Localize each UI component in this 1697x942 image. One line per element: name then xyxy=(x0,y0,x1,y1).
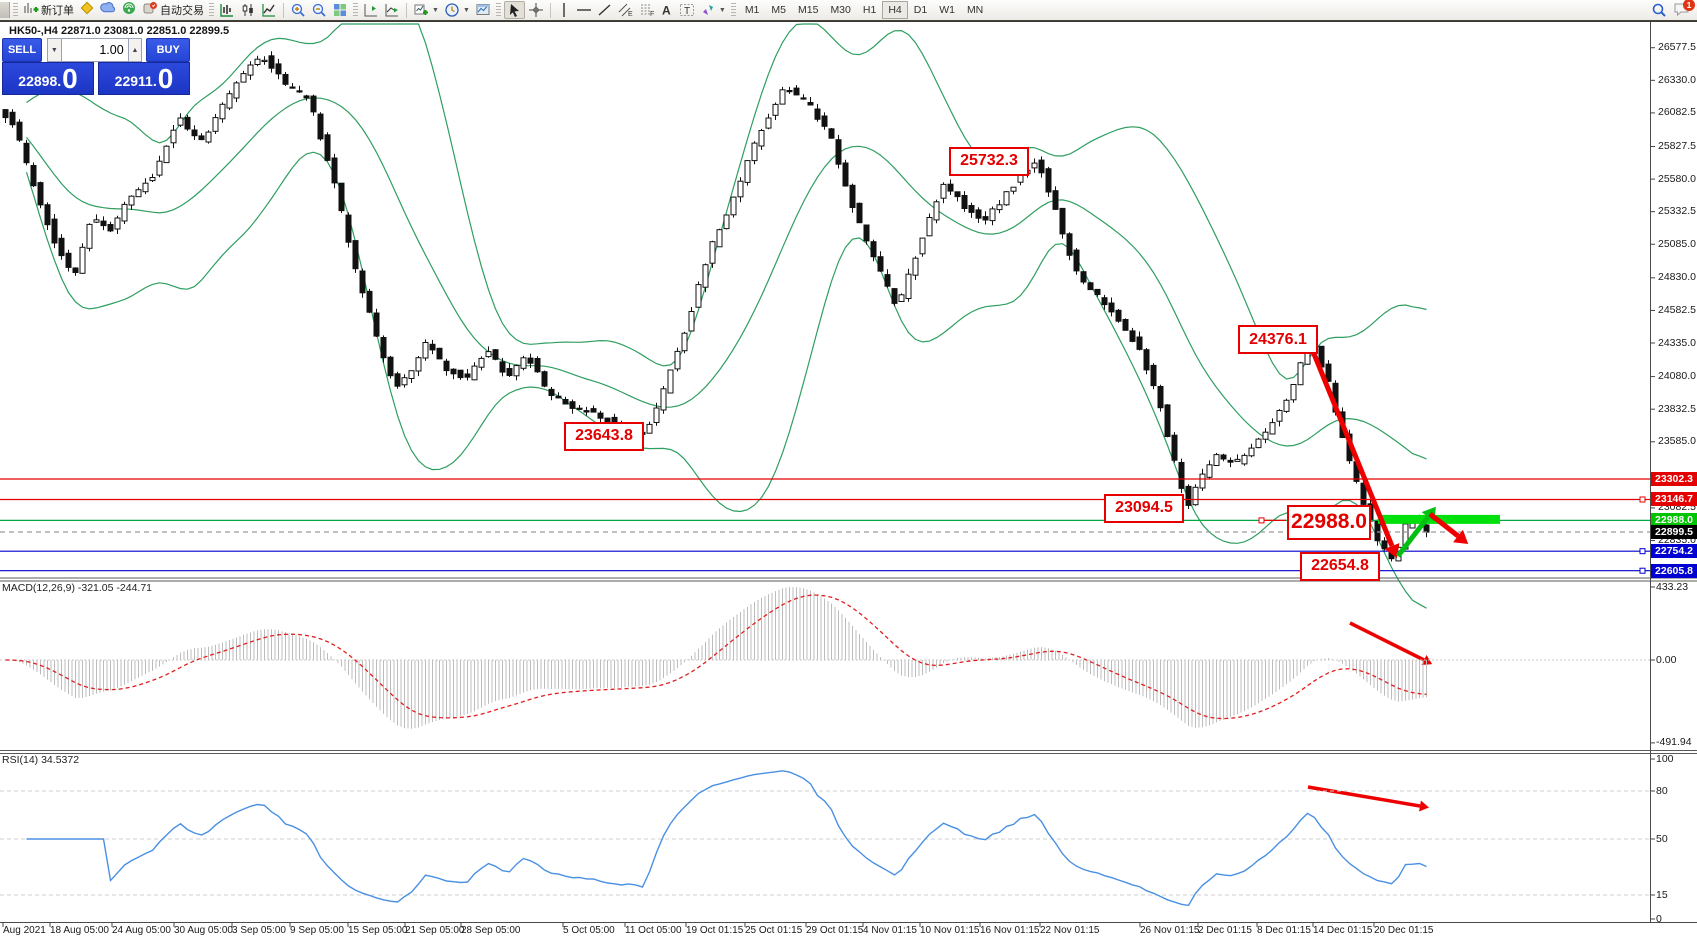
price-annotation-22654.8[interactable]: 22654.8 xyxy=(1300,551,1380,581)
price-annotation-25732.3[interactable]: 25732.3 xyxy=(949,146,1029,176)
pullback-down-arrow xyxy=(1428,512,1460,538)
timeframe-M5[interactable]: M5 xyxy=(771,4,786,16)
svg-text:E: E xyxy=(628,11,633,18)
text-label-tool[interactable]: T xyxy=(677,1,697,19)
svg-text:T: T xyxy=(684,6,690,17)
autotrading-label: 自动交易 xyxy=(160,5,204,17)
chart-title: HK50-,H4 22871.0 23081.0 22851.0 22899.5 xyxy=(9,25,230,37)
buy-button[interactable]: BUY xyxy=(146,38,190,62)
price-annotation-23643.8[interactable]: 23643.8 xyxy=(564,421,644,451)
sell-price: 22898. xyxy=(18,73,62,89)
price-annotation-23094.5[interactable]: 23094.5 xyxy=(1104,493,1184,523)
sell-price-big-digit: 0 xyxy=(62,63,78,94)
search-button[interactable] xyxy=(1649,1,1669,19)
vertical-line-tool[interactable] xyxy=(555,1,573,19)
toolbar-separator xyxy=(283,2,284,18)
one-click-trading-panel: SELL ▼ ▲ BUY 22898. 0 22911. 0 xyxy=(2,38,190,95)
signal-globe-icon xyxy=(121,0,137,21)
buy-price-big-digit: 0 xyxy=(157,63,174,94)
impulse-down-arrow xyxy=(1307,343,1395,547)
timeframe-M30[interactable]: M30 xyxy=(830,4,851,16)
text-tool[interactable]: A xyxy=(658,1,676,19)
mql5-button[interactable] xyxy=(77,1,97,19)
gold-gem-icon xyxy=(79,0,95,21)
buy-price-display[interactable]: 22911. 0 xyxy=(98,62,190,95)
timeframe-W1[interactable]: W1 xyxy=(939,4,955,16)
main-toolbar: 新订单 自动交易 ▼ ▼ xyxy=(0,0,1697,21)
market-button[interactable] xyxy=(98,1,118,19)
zoom-in-button[interactable] xyxy=(288,1,308,19)
signals-button[interactable] xyxy=(119,1,139,19)
cloud-chart-icon xyxy=(100,0,116,21)
timeframe-M1[interactable]: M1 xyxy=(744,4,760,16)
line-chart-button[interactable] xyxy=(259,1,279,19)
new-order-button[interactable]: 新订单 xyxy=(21,1,76,19)
sell-button[interactable]: SELL xyxy=(2,38,43,62)
autotrading-button[interactable]: 自动交易 xyxy=(140,1,206,19)
buy-price: 22911. xyxy=(114,73,157,89)
new-chart-button[interactable]: ▼ xyxy=(411,1,441,19)
candlestick-chart-button[interactable] xyxy=(238,1,258,19)
trendline-tool[interactable] xyxy=(595,1,615,19)
clipped-icon xyxy=(0,2,10,18)
volume-input[interactable] xyxy=(61,38,128,62)
macd-histogram xyxy=(8,587,1427,729)
chart-autoscroll-button[interactable] xyxy=(382,1,402,19)
template-button[interactable] xyxy=(473,1,493,19)
timeframe-H1[interactable]: H1 xyxy=(862,4,877,16)
rsi-trend-down-arrow xyxy=(1307,785,1421,808)
toolbar-grip xyxy=(13,3,18,17)
svg-text:A: A xyxy=(662,4,671,18)
price-annotation-22988.0[interactable]: 22988.0 xyxy=(1287,504,1371,540)
new-order-icon xyxy=(23,0,39,21)
timeframe-D1[interactable]: D1 xyxy=(913,4,928,16)
chat-button[interactable]: 1 xyxy=(1673,0,1695,19)
cursor-tool-button[interactable] xyxy=(503,1,525,19)
bar-chart-button[interactable] xyxy=(217,1,237,19)
timeframe-MN[interactable]: MN xyxy=(966,4,984,16)
horizontal-line-tool[interactable] xyxy=(574,1,594,19)
toolbar-grip xyxy=(353,3,358,17)
macd-trend-down-arrow xyxy=(1349,621,1425,662)
timeframe-toolbar: M1 M5 M15 M30 H1 H4 D1 W1 MN xyxy=(739,1,989,19)
candle-wicks xyxy=(5,51,1427,562)
volume-decrease-button[interactable]: ▼ xyxy=(47,38,62,62)
timeframe-M15[interactable]: M15 xyxy=(798,4,819,16)
price-annotation-24376.1[interactable]: 24376.1 xyxy=(1238,325,1318,355)
arrows-tool[interactable]: ▼ xyxy=(698,1,728,19)
rsi-label: RSI(14) 34.5372 xyxy=(2,754,80,766)
macd-signal-line xyxy=(5,594,1427,720)
autotrading-icon xyxy=(142,0,158,21)
svg-text:F: F xyxy=(650,11,654,18)
fibonacci-tool[interactable]: F xyxy=(637,1,657,19)
chart-shift-button[interactable] xyxy=(361,1,381,19)
toolbar-grip xyxy=(495,3,501,17)
toolbar-grip xyxy=(730,3,736,17)
toolbar-separator xyxy=(406,2,407,18)
timeframe-H4[interactable]: H4 xyxy=(882,1,908,19)
tile-windows-button[interactable] xyxy=(330,1,350,19)
zoom-out-button[interactable] xyxy=(309,1,329,19)
new-order-label: 新订单 xyxy=(41,5,74,17)
macd-label: MACD(12,26,9) -321.05 -244.71 xyxy=(2,582,152,594)
sell-price-display[interactable]: 22898. 0 xyxy=(2,62,94,95)
period-clock-button[interactable]: ▼ xyxy=(442,1,472,19)
toolbar-grip xyxy=(209,3,214,17)
bounce-up-arrow xyxy=(1396,515,1430,558)
toolbar-separator xyxy=(549,2,551,18)
rsi-line xyxy=(26,770,1427,907)
crosshair-tool-button[interactable] xyxy=(526,1,546,19)
chat-badge: 1 xyxy=(1683,0,1695,11)
volume-increase-button[interactable]: ▲ xyxy=(127,38,143,62)
equidistant-channel-tool[interactable]: E xyxy=(616,1,636,19)
